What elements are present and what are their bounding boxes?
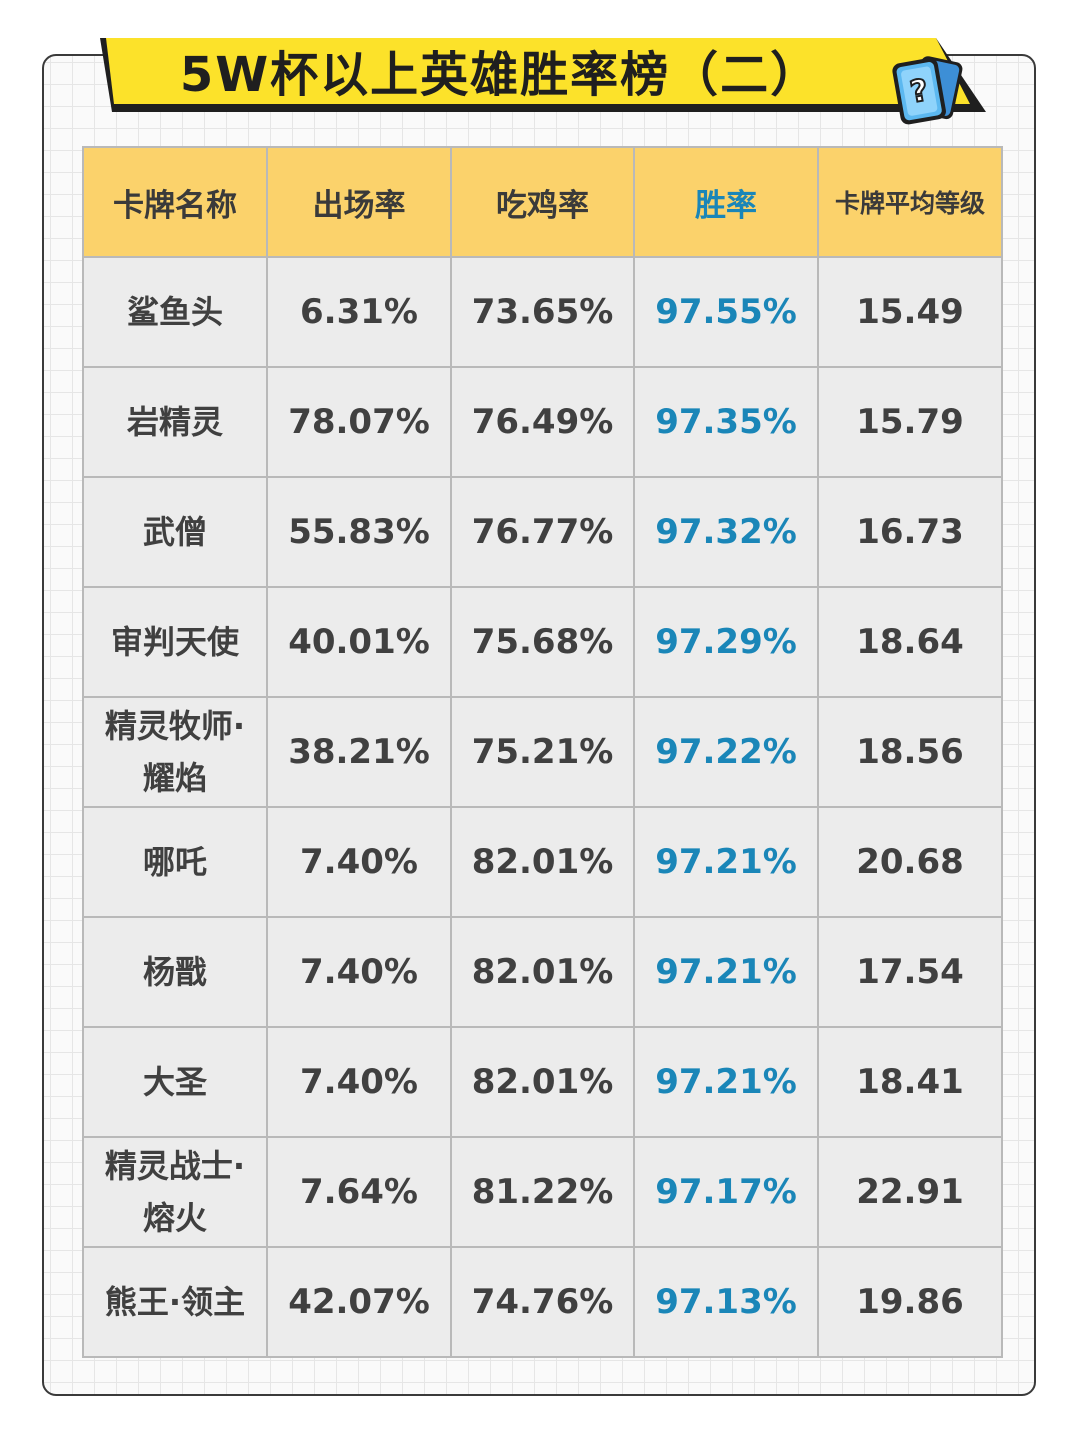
cell-avg-level: 16.73 bbox=[817, 476, 1003, 588]
table-row: 岩精灵 78.07% 76.49% 97.35% 15.79 bbox=[82, 366, 1003, 478]
cell-avg-level: 20.68 bbox=[817, 806, 1003, 918]
cell-top1-rate: 74.76% bbox=[450, 1246, 635, 1358]
cell-top1-rate: 75.21% bbox=[450, 696, 635, 808]
cell-top1-rate: 76.49% bbox=[450, 366, 635, 478]
cell-avg-level: 15.79 bbox=[817, 366, 1003, 478]
cell-appear-rate: 40.01% bbox=[266, 586, 452, 698]
table-row: 精灵战士· 熔火 7.64% 81.22% 97.17% 22.91 bbox=[82, 1136, 1003, 1248]
table-row: 杨戬 7.40% 82.01% 97.21% 17.54 bbox=[82, 916, 1003, 1028]
cell-avg-level: 17.54 bbox=[817, 916, 1003, 1028]
question-card-icon: ? bbox=[892, 56, 963, 125]
cell-appear-rate: 78.07% bbox=[266, 366, 452, 478]
table-row: 大圣 7.40% 82.01% 97.21% 18.41 bbox=[82, 1026, 1003, 1138]
table-row: 熊王·领主 42.07% 74.76% 97.13% 19.86 bbox=[82, 1246, 1003, 1358]
table-row: 哪吒 7.40% 82.01% 97.21% 20.68 bbox=[82, 806, 1003, 918]
header-appear-rate: 出场率 bbox=[266, 146, 452, 258]
cell-avg-level: 19.86 bbox=[817, 1246, 1003, 1358]
cell-appear-rate: 55.83% bbox=[266, 476, 452, 588]
cell-card-name: 大圣 bbox=[82, 1026, 268, 1138]
cell-win-rate: 97.21% bbox=[633, 1026, 819, 1138]
cell-appear-rate: 7.40% bbox=[266, 1026, 452, 1138]
page-title: 5W杯以上英雄胜率榜（二） bbox=[179, 47, 821, 103]
header-card-name: 卡牌名称 bbox=[82, 146, 268, 258]
table-row: 武僧 55.83% 76.77% 97.32% 16.73 bbox=[82, 476, 1003, 588]
cell-appear-rate: 7.40% bbox=[266, 806, 452, 918]
cell-top1-rate: 73.65% bbox=[450, 256, 635, 368]
cell-win-rate: 97.13% bbox=[633, 1246, 819, 1358]
cell-card-name: 精灵牧师· 耀焰 bbox=[82, 696, 268, 808]
cell-avg-level: 22.91 bbox=[817, 1136, 1003, 1248]
cell-avg-level: 18.64 bbox=[817, 586, 1003, 698]
cell-top1-rate: 76.77% bbox=[450, 476, 635, 588]
table-row: 审判天使 40.01% 75.68% 97.29% 18.64 bbox=[82, 586, 1003, 698]
banner-background bbox=[100, 38, 986, 112]
cell-card-name: 杨戬 bbox=[82, 916, 268, 1028]
header-win-rate: 胜率 bbox=[633, 146, 819, 258]
cell-win-rate: 97.17% bbox=[633, 1136, 819, 1248]
header-top1-rate: 吃鸡率 bbox=[450, 146, 635, 258]
cell-win-rate: 97.22% bbox=[633, 696, 819, 808]
winrate-table: 卡牌名称 出场率 吃鸡率 胜率 卡牌平均等级 鲨鱼头 6.31% 73.65% … bbox=[82, 146, 1003, 1358]
cell-card-name: 岩精灵 bbox=[82, 366, 268, 478]
cell-top1-rate: 75.68% bbox=[450, 586, 635, 698]
cell-top1-rate: 82.01% bbox=[450, 916, 635, 1028]
cell-win-rate: 97.21% bbox=[633, 916, 819, 1028]
cell-top1-rate: 81.22% bbox=[450, 1136, 635, 1248]
cell-card-name: 精灵战士· 熔火 bbox=[82, 1136, 268, 1248]
cell-win-rate: 97.35% bbox=[633, 366, 819, 478]
cell-card-name: 熊王·领主 bbox=[82, 1246, 268, 1358]
title-banner: 5W杯以上英雄胜率榜（二） ? bbox=[100, 38, 986, 125]
cell-win-rate: 97.21% bbox=[633, 806, 819, 918]
cell-appear-rate: 7.40% bbox=[266, 916, 452, 1028]
table-header-row: 卡牌名称 出场率 吃鸡率 胜率 卡牌平均等级 bbox=[82, 146, 1003, 258]
cell-card-name: 武僧 bbox=[82, 476, 268, 588]
cell-card-name: 哪吒 bbox=[82, 806, 268, 918]
header-avg-level: 卡牌平均等级 bbox=[817, 146, 1003, 258]
cell-avg-level: 18.56 bbox=[817, 696, 1003, 808]
cell-card-name: 鲨鱼头 bbox=[82, 256, 268, 368]
table-row: 精灵牧师· 耀焰 38.21% 75.21% 97.22% 18.56 bbox=[82, 696, 1003, 808]
cell-appear-rate: 42.07% bbox=[266, 1246, 452, 1358]
table-row: 鲨鱼头 6.31% 73.65% 97.55% 15.49 bbox=[82, 256, 1003, 368]
cell-appear-rate: 6.31% bbox=[266, 256, 452, 368]
cell-win-rate: 97.29% bbox=[633, 586, 819, 698]
cell-top1-rate: 82.01% bbox=[450, 806, 635, 918]
cell-appear-rate: 7.64% bbox=[266, 1136, 452, 1248]
cell-top1-rate: 82.01% bbox=[450, 1026, 635, 1138]
cell-avg-level: 18.41 bbox=[817, 1026, 1003, 1138]
cell-card-name: 审判天使 bbox=[82, 586, 268, 698]
cell-win-rate: 97.32% bbox=[633, 476, 819, 588]
cell-appear-rate: 38.21% bbox=[266, 696, 452, 808]
cell-win-rate: 97.55% bbox=[633, 256, 819, 368]
cell-avg-level: 15.49 bbox=[817, 256, 1003, 368]
